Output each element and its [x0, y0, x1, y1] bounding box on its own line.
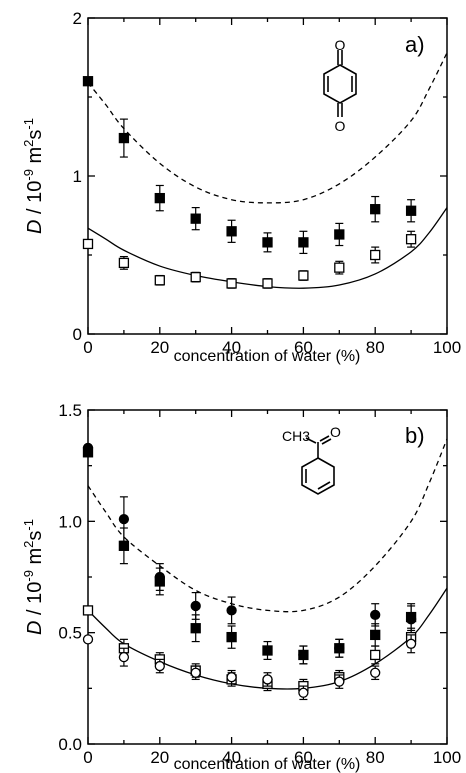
y-tick-label: 1 [73, 167, 82, 186]
data-point-square-filled [371, 630, 380, 639]
data-point-circle-open [191, 668, 200, 677]
y-tick-label: 0.0 [58, 735, 82, 754]
data-point-circle-open [155, 662, 164, 671]
y-tick-label: 1.5 [58, 401, 82, 420]
panel-a: 012 020406080100 concentration of water … [21, 9, 461, 365]
data-point-square-filled [191, 214, 200, 223]
data-point-circle-open [119, 653, 128, 662]
curves-a [88, 53, 447, 288]
data-point-square-open [84, 606, 93, 615]
data-point-circle-open [299, 688, 308, 697]
y-tick-label: 0 [73, 325, 82, 344]
data-point-square-open [407, 235, 416, 244]
data-point-square-filled [84, 77, 93, 86]
data-point-square-filled [227, 227, 236, 236]
plot-frame-b [88, 410, 447, 744]
acetophenone-structure [302, 436, 334, 494]
data-point-square-open [263, 279, 272, 288]
x-tick-label: 20 [150, 338, 169, 357]
data-point-square-filled [84, 448, 93, 457]
data-point-square-filled [155, 577, 164, 586]
panel-label-a: a) [405, 32, 425, 57]
data-point-square-filled [407, 613, 416, 622]
y-tick-label: 0.5 [58, 624, 82, 643]
data-point-circle-open [407, 639, 416, 648]
x-tick-label: 0 [83, 338, 92, 357]
x-tick-label: 0 [83, 748, 92, 767]
data-point-square-filled [227, 633, 236, 642]
data-point-square-open [119, 258, 128, 267]
data-point-square-open [84, 239, 93, 248]
benzoquinone-oxygen-top: O [335, 37, 346, 53]
data-point-circle-open [335, 677, 344, 686]
data-point-square-open [155, 276, 164, 285]
panel-b: 0.00.51.01.5 020406080100 concentration … [21, 401, 461, 773]
x-axis-label-b: concentration of water (%) [174, 756, 361, 773]
data-point-square-filled [407, 206, 416, 215]
data-point-circle-open [227, 673, 236, 682]
data-point-circle-open [84, 635, 93, 644]
data-point-square-open [335, 263, 344, 272]
ticks-b [88, 410, 447, 744]
data-point-square-filled [119, 134, 128, 143]
data-point-square-filled [371, 205, 380, 214]
points-a [84, 77, 416, 288]
data-point-circle-filled [191, 601, 200, 610]
dashed-curve [88, 439, 447, 612]
data-point-square-filled [119, 541, 128, 550]
y-tick-labels-b: 0.0 0.5 1.0 1.5 [58, 401, 82, 754]
data-point-circle-open [371, 668, 380, 677]
data-point-square-open [227, 279, 236, 288]
data-point-square-open [371, 251, 380, 260]
data-point-square-filled [335, 230, 344, 239]
acetophenone-oxygen-label: O [330, 424, 341, 440]
data-point-square-open [299, 271, 308, 280]
y-axis-label-b: D / 10-9 m2s-1 [21, 519, 46, 635]
data-point-circle-filled [227, 606, 236, 615]
data-point-square-filled [263, 646, 272, 655]
data-point-circle-filled [371, 610, 380, 619]
benzoquinone-oxygen-bottom: O [335, 118, 346, 134]
acetophenone-methyl-label: CH3 [282, 428, 310, 444]
data-point-circle-filled [119, 515, 128, 524]
data-point-square-open [371, 650, 380, 659]
panel-label-b: b) [405, 423, 425, 448]
x-tick-label: 100 [433, 338, 461, 357]
data-point-square-filled [299, 238, 308, 247]
x-tick-label: 100 [433, 748, 461, 767]
benzoquinone-structure [324, 50, 356, 117]
dashed-curve [88, 53, 447, 203]
points-b [84, 443, 416, 699]
y-tick-labels-a: 0 1 2 [73, 9, 82, 344]
x-tick-label: 80 [366, 748, 385, 767]
x-axis-label-a: concentration of water (%) [174, 348, 361, 365]
data-point-square-open [191, 273, 200, 282]
data-point-square-filled [191, 624, 200, 633]
data-point-square-filled [263, 238, 272, 247]
y-tick-label: 1.0 [58, 512, 82, 531]
x-tick-label: 80 [366, 338, 385, 357]
y-axis-label-a: D / 10-9 m2s-1 [21, 118, 46, 234]
x-tick-label: 20 [150, 748, 169, 767]
data-point-square-filled [155, 194, 164, 203]
y-tick-label: 2 [73, 9, 82, 28]
data-point-square-filled [335, 644, 344, 653]
data-point-square-filled [299, 650, 308, 659]
data-point-circle-open [263, 675, 272, 684]
